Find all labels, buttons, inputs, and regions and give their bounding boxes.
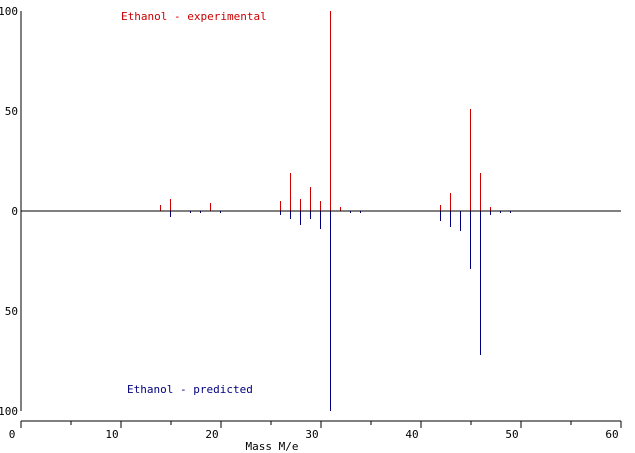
spectrum-bars xyxy=(160,11,511,411)
y-tick-label: 50 xyxy=(5,305,18,318)
axis-ticks: 100 50 0 50 100 0 10 20 30 40 50 60 xyxy=(0,5,622,441)
x-tick-label: 0 xyxy=(9,428,16,441)
y-tick-label: 50 xyxy=(5,105,18,118)
x-tick-label: 30 xyxy=(305,428,318,441)
x-tick-label: 20 xyxy=(205,428,218,441)
x-tick-label: 10 xyxy=(105,428,118,441)
x-tick-label: 40 xyxy=(405,428,418,441)
legend-experimental-label: Ethanol - experimental xyxy=(121,10,267,23)
legend-predicted-label: Ethanol - predicted xyxy=(127,383,253,396)
y-tick-label: 0 xyxy=(11,205,18,218)
x-tick-label: 60 xyxy=(605,428,618,441)
y-tick-label: 100 xyxy=(0,5,18,18)
x-axis-label: Mass M/e xyxy=(246,440,299,453)
x-tick-label: 50 xyxy=(505,428,518,441)
y-tick-label: 100 xyxy=(0,405,18,418)
